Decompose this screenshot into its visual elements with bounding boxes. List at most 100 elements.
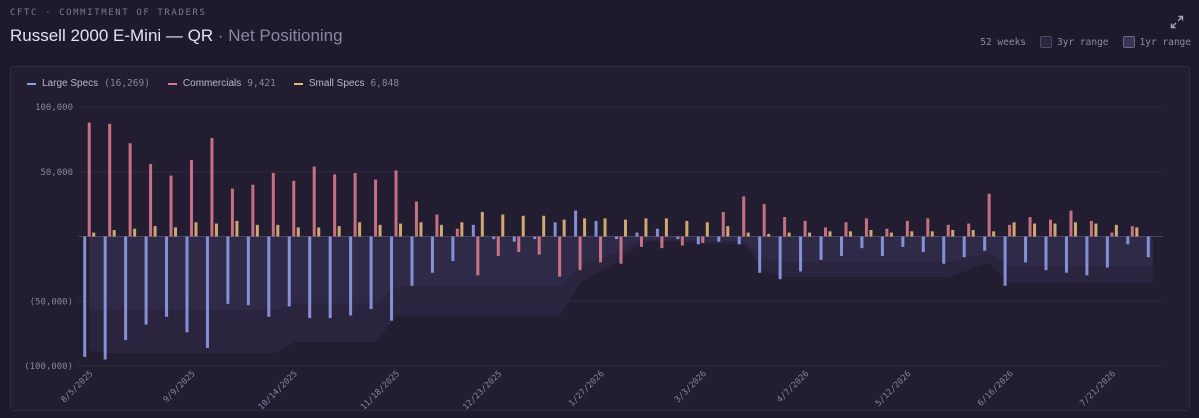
bar-large-specs — [819, 236, 823, 260]
bar-small-specs — [787, 232, 791, 237]
expand-icon[interactable] — [1169, 14, 1185, 30]
checkbox-icon[interactable] — [1040, 36, 1053, 48]
bar-small-specs — [542, 215, 546, 237]
bar-small-specs — [705, 222, 709, 237]
bar-large-specs — [430, 236, 434, 273]
bar-small-specs — [521, 215, 525, 237]
bar-commercials — [230, 188, 234, 237]
bar-small-specs — [1135, 227, 1139, 237]
x-tick-label: 4/7/2026 — [775, 369, 811, 405]
bar-large-specs — [349, 236, 353, 316]
bar-small-specs — [951, 230, 955, 237]
bar-large-specs — [1126, 236, 1130, 245]
x-tick-label: 10/14/2025 — [257, 369, 300, 410]
bar-large-specs — [512, 236, 516, 242]
legend-item-small-specs[interactable]: Small Specs 6,848 — [293, 78, 400, 89]
bar-small-specs — [603, 218, 607, 237]
legend-value: (16,269) — [104, 78, 150, 89]
bar-commercials — [292, 180, 296, 237]
bar-commercials — [394, 170, 398, 237]
range-3yr-toggle[interactable]: 3yr range — [1040, 36, 1109, 48]
bar-large-specs — [758, 236, 762, 273]
bar-large-specs — [737, 236, 741, 245]
title-subtitle: · Net Positioning — [217, 26, 343, 45]
legend-label: Commercials — [182, 78, 242, 89]
bar-large-specs — [369, 236, 373, 310]
weeks-label: 52 weeks — [980, 36, 1027, 48]
bar-commercials — [353, 173, 357, 237]
range-1yr-toggle[interactable]: 1yr range — [1122, 36, 1191, 48]
x-tick-label: 6/16/2026 — [976, 369, 1016, 409]
bar-commercials — [517, 236, 521, 253]
bar-large-specs — [471, 224, 475, 237]
bar-small-specs — [337, 226, 341, 237]
bar-large-specs — [799, 236, 803, 272]
bar-small-specs — [1073, 222, 1077, 237]
bar-large-specs — [1024, 236, 1028, 263]
bar-commercials — [271, 173, 275, 237]
bar-small-specs — [1114, 224, 1118, 237]
bar-small-specs — [685, 220, 689, 237]
legend-item-large-specs[interactable]: Large Specs (16,269) — [27, 78, 150, 89]
x-tick-label: 12/23/2025 — [461, 369, 504, 410]
x-tick-label: 5/12/2026 — [874, 369, 914, 409]
bar-small-specs — [644, 218, 648, 237]
bar-commercials — [414, 201, 418, 237]
bar-large-specs — [553, 222, 557, 237]
bar-large-specs — [533, 236, 537, 240]
legend-value: 6,848 — [370, 78, 400, 89]
bar-small-specs — [296, 227, 300, 237]
bar-large-specs — [717, 236, 721, 242]
bar-commercials — [1008, 224, 1012, 237]
bar-large-specs — [185, 236, 189, 333]
legend-item-commercials[interactable]: Commercials 9,421 — [167, 78, 276, 89]
bar-large-specs — [267, 236, 271, 317]
bar-commercials — [1110, 232, 1114, 237]
x-tick-label: 9/9/2025 — [162, 369, 198, 405]
bar-large-specs — [1064, 236, 1068, 273]
bar-small-specs — [112, 230, 116, 237]
bar-large-specs — [226, 236, 230, 304]
x-tick-label: 11/18/2025 — [359, 369, 402, 410]
bar-commercials — [885, 228, 889, 237]
bar-commercials — [762, 204, 766, 237]
bar-commercials — [149, 163, 153, 237]
bar-large-specs — [962, 236, 966, 258]
bar-commercials — [333, 174, 337, 237]
bar-commercials — [1089, 220, 1093, 237]
bar-commercials — [1130, 226, 1134, 237]
bar-commercials — [169, 175, 173, 237]
bar-commercials — [824, 227, 828, 237]
bar-large-specs — [1085, 236, 1089, 276]
legend-swatch — [27, 82, 36, 85]
bar-small-specs — [767, 233, 771, 237]
bar-large-specs — [103, 236, 107, 360]
bar-small-specs — [1053, 223, 1057, 237]
bar-commercials — [1028, 217, 1032, 237]
bar-commercials — [599, 236, 603, 263]
bar-commercials — [108, 123, 112, 237]
bar-small-specs — [358, 222, 362, 237]
bar-small-specs — [214, 223, 218, 237]
bar-small-specs — [153, 226, 157, 237]
checkbox-icon[interactable] — [1122, 36, 1135, 48]
bar-small-specs — [910, 231, 914, 237]
bar-small-specs — [889, 232, 893, 237]
bar-large-specs — [1105, 236, 1109, 268]
bar-small-specs — [460, 222, 464, 237]
bar-small-specs — [624, 219, 627, 237]
bar-large-specs — [287, 236, 291, 307]
bar-large-specs — [246, 236, 250, 306]
x-tick-label: 7/21/2026 — [1078, 369, 1118, 409]
bar-commercials — [312, 166, 316, 237]
bar-commercials — [578, 236, 582, 271]
legend-value: 9,421 — [247, 78, 276, 89]
bar-large-specs — [594, 220, 598, 237]
bar-large-specs — [165, 236, 169, 317]
bar-commercials — [721, 211, 725, 237]
bar-commercials — [619, 236, 623, 264]
x-tick-label: 8/5/2025 — [59, 369, 95, 405]
chart-kicker: CFTC · COMMITMENT OF TRADERS — [10, 8, 207, 18]
bar-small-specs — [255, 224, 259, 237]
bar-large-specs — [983, 236, 987, 251]
